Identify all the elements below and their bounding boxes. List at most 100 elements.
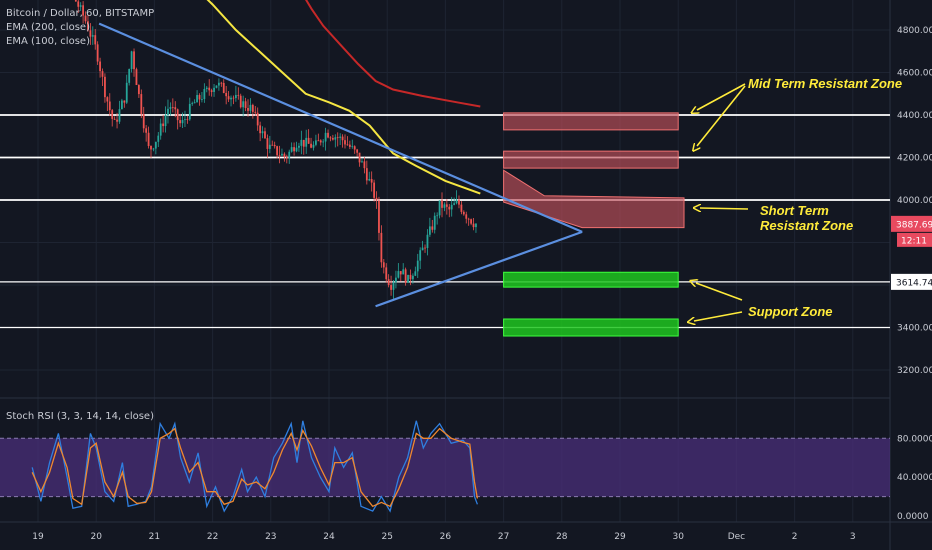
candle-body [278,155,281,156]
candle-body [421,247,424,251]
time-tick-label: 28 [556,532,568,542]
candle-body [431,226,434,230]
candle-body [186,119,189,120]
candle-body [375,197,378,201]
countdown-text: 12:11 [901,236,927,246]
candle-body [414,271,417,276]
candle-body [89,30,92,37]
candle-body [380,232,383,263]
candle-body [142,114,145,129]
candle-body [106,97,109,102]
annotation-arrow [697,85,746,146]
candle-body [276,146,279,156]
candle-body [361,161,363,163]
trendline [98,22,583,233]
candle-body [82,5,85,16]
candle-body [373,182,376,198]
short-term-zone-label-line1: Short Term [760,203,829,218]
candle-body [210,90,213,92]
candle-body [433,215,436,230]
candle-body [453,203,456,205]
candle-body [232,97,235,99]
support-level-text: 3614.74 [896,278,932,288]
candle-body [259,125,262,134]
candle-body [77,1,80,7]
candle-body [167,108,169,116]
candle-body [104,76,106,98]
candle-body [397,271,400,278]
candle-body [475,223,477,228]
annotation-arrows [694,83,749,321]
annotation-arrow [697,83,746,110]
chart-legend: Bitcoin / Dollar, 60, BITSTAMP EMA (200,… [6,7,154,49]
candle-body [358,152,361,163]
candle-body [74,0,77,2]
candle-body [268,144,271,149]
candle-body [191,103,194,104]
candle-body [348,144,351,147]
candle-body [208,87,211,91]
candle-body [201,99,203,100]
candle-body [436,215,439,217]
candle-body [84,15,87,22]
candle-body [465,214,468,219]
candle-body [239,95,242,108]
candle-body [164,115,167,127]
candle-body [426,234,429,249]
ema100-legend[interactable]: EMA (100, close) [6,36,90,47]
candle-body [108,101,111,111]
candle-body [152,148,155,150]
time-tick-label: 25 [381,532,392,542]
time-axis: 19 20 21 22 23 24 25 26 27 28 29 30 Dec 2 3 [32,532,855,542]
candle-body [176,109,179,121]
time-tick-label: 2 [792,532,798,542]
candle-body [448,206,451,210]
candle-body [169,107,172,109]
candle-body [470,219,473,224]
candle-body [256,112,259,126]
candle-body [251,104,254,112]
price-tick-label: 3400.00 [897,324,932,334]
candle-body [346,144,349,146]
candle-body [322,141,325,143]
candle-body [133,51,135,70]
candle-body [305,137,308,147]
candle-body [419,250,422,261]
trendline [375,230,583,308]
support-level-badge [891,273,932,290]
candle-body [150,145,152,150]
support-zone [503,271,679,288]
candle-body [353,146,356,150]
candle-body [179,120,182,124]
time-tick-label: 26 [440,532,452,542]
candle-body [290,147,293,152]
price-tick-label: 4000.00 [897,196,932,206]
candle-body [264,131,266,139]
candle-body [205,87,208,89]
resistance-zone [503,112,679,131]
symbol-title[interactable]: Bitcoin / Dollar, 60, BITSTAMP [6,8,155,19]
candle-body [215,85,218,88]
candle-body [198,95,201,100]
candle-body [203,88,206,100]
mid-term-zone-label: Mid Term Resistant Zone [748,76,903,91]
price-badges: 3887.69 12:11 3614.74 [891,215,932,290]
stoch-rsi-legend[interactable]: Stoch RSI (3, 3, 14, 14, close) [6,411,154,422]
ema200-line [305,0,481,108]
short-term-zone-label-line2: Resistant Zone [760,218,854,233]
moving-averages [206,0,481,195]
rsi-tick-label: 40.0000 [897,473,932,483]
time-tick-label: 23 [265,532,276,542]
horizontal-levels [0,114,890,329]
candle-body [407,274,409,283]
ema200-legend[interactable]: EMA (200, close) [6,22,90,33]
candle-body [319,140,322,143]
candle-body [157,135,160,142]
candle-body [363,161,366,169]
candle-body [225,92,228,97]
candle-body [247,107,249,111]
candle-body [331,138,334,140]
rsi-k-line [31,420,479,513]
